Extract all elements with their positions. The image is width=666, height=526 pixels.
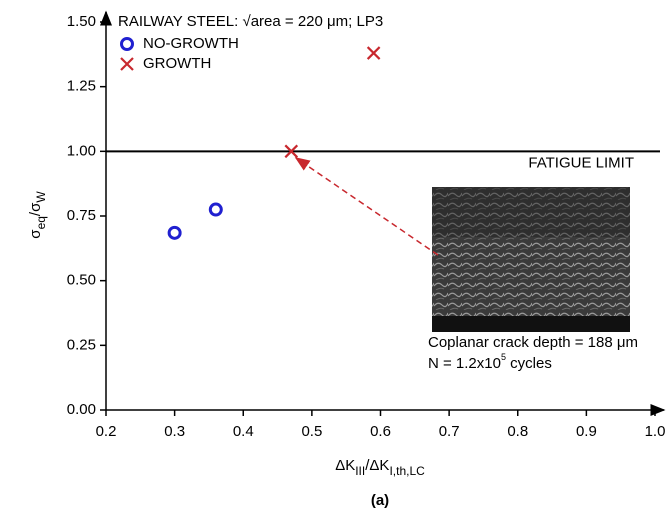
x-tick-label: 0.5 xyxy=(301,423,322,440)
arrow xyxy=(294,157,439,256)
x-tick-label: 0.9 xyxy=(576,423,597,440)
y-tick-label: 1.25 xyxy=(67,78,96,95)
y-tick-label: 1.00 xyxy=(67,142,96,159)
y-tick-label: 0.00 xyxy=(67,401,96,418)
x-tick-label: 0.8 xyxy=(507,423,528,440)
inset-text: Coplanar crack depth = 188 μm xyxy=(428,334,638,351)
inset-text: N = 1.2x105 cycles xyxy=(428,352,552,372)
y-tick-label: 0.75 xyxy=(67,207,96,224)
x-tick-label: 0.7 xyxy=(439,423,460,440)
y-tick-label: 1.50 xyxy=(67,13,96,30)
y-tick-label: 0.25 xyxy=(67,336,96,353)
x-tick-label: 0.2 xyxy=(96,423,117,440)
point xyxy=(167,225,182,240)
y-tick-label: 0.50 xyxy=(67,272,96,289)
legend-label: NO-GROWTH xyxy=(143,35,239,52)
caption: (a) xyxy=(371,492,389,509)
x-tick-label: 0.3 xyxy=(164,423,185,440)
chart-title: RAILWAY STEEL: √area = 220 μm; LP3 xyxy=(118,13,383,30)
legend-label: GROWTH xyxy=(143,55,211,72)
legend-marker xyxy=(120,57,134,71)
x-tick-label: 1.0 xyxy=(645,423,666,440)
x-tick-label: 0.6 xyxy=(370,423,391,440)
x-tick-label: 0.4 xyxy=(233,423,254,440)
y-axis-label: σeq/σW xyxy=(27,191,48,239)
point xyxy=(366,46,381,60)
legend-marker xyxy=(120,37,134,51)
inset-image xyxy=(432,187,630,332)
reference-label: FATIGUE LIMIT xyxy=(528,154,634,171)
x-axis-label: ΔKIII/ΔKI,th,LC xyxy=(335,457,425,478)
point xyxy=(208,202,223,217)
point xyxy=(284,144,299,159)
